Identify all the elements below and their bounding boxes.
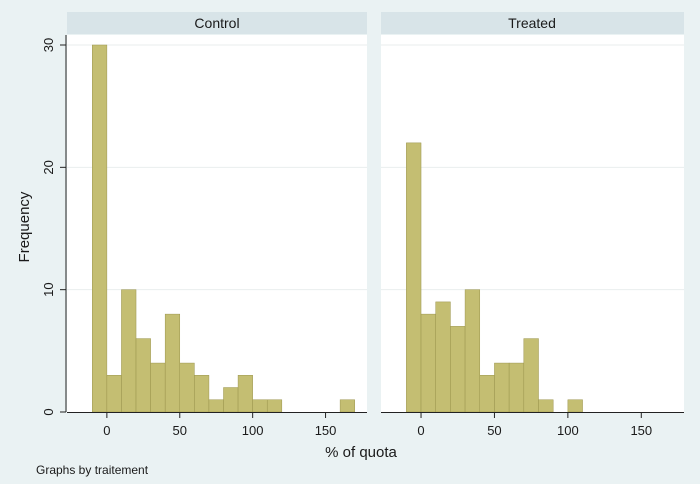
histogram-bar [435,301,451,413]
histogram-bar [121,289,137,413]
histogram-bar [194,375,210,413]
x-tick-label: 150 [630,423,652,438]
panel-control-gridlines [67,44,367,291]
histogram-bar [164,313,181,413]
histogram-bar [494,362,510,413]
panel-treated-strip [381,12,684,34]
y-tick-label: 20 [41,160,56,174]
histogram-bar [508,362,525,413]
graphs-by-note: Graphs by traitement [36,463,149,477]
histogram-bar [420,313,436,413]
histogram-bar [339,399,355,413]
x-axis-label: % of quota [325,444,397,461]
y-axis: 0 10 20 30 [41,35,67,416]
x-tick-label: 150 [315,423,337,438]
y-tick-label: 30 [41,38,56,52]
y-tick-label: 10 [41,282,56,296]
histogram-bar [479,375,495,413]
histogram-bar [237,375,253,413]
panel-control-bars [92,44,355,413]
histogram-bar [208,399,224,413]
histogram-bar [223,387,239,413]
histogram-bar [135,338,151,413]
histogram-bar [266,399,283,413]
x-tick-label: 50 [487,423,501,438]
x-tick-label: 0 [417,423,424,438]
histogram-bar [179,362,195,413]
histogram-bar [150,362,166,413]
panel-treated-gridlines [381,44,684,291]
x-tick-label: 100 [242,423,264,438]
panel-control: Control 0 50 100 150 [67,12,367,438]
y-tick-label: 0 [41,408,56,415]
panel-treated-bars [406,142,583,413]
histogram-bar [406,142,422,413]
histogram-bar [523,338,539,413]
panel-treated-title: Treated [508,15,556,31]
x-tick-label: 50 [173,423,187,438]
x-tick-label: 100 [557,423,579,438]
histogram-bar [252,399,268,413]
panel-control-title: Control [194,15,239,31]
panel-control-strip [67,12,367,34]
panel-treated-x-axis: 0 50 100 150 [381,412,684,438]
panel-control-plot-area [67,35,367,412]
histogram-bar [450,326,466,413]
x-tick-label: 0 [103,423,110,438]
histogram-bar [106,375,122,413]
y-axis-label: Frequency [16,191,33,262]
histogram-bar [538,399,554,413]
panel-control-x-axis: 0 50 100 150 [67,412,367,438]
panel-treated: Treated 0 50 100 150 [381,12,684,438]
histogram-bar [464,289,481,413]
histogram-bar [567,399,583,413]
histogram-bar [92,44,108,413]
